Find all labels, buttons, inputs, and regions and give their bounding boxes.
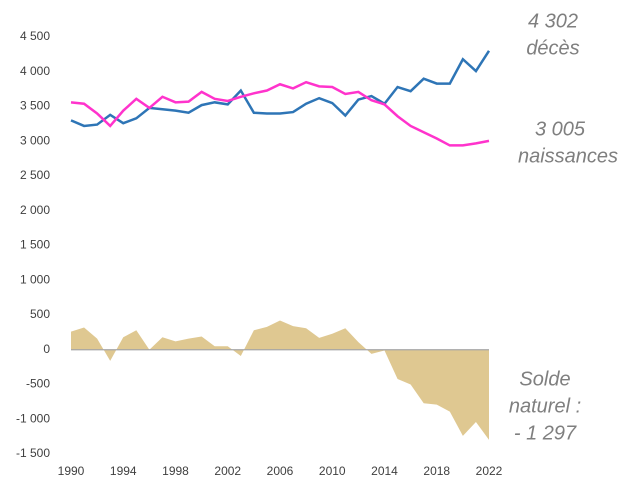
annotation: 3 005 — [535, 118, 586, 140]
y-tick-label: 0 — [43, 342, 50, 356]
line — [70, 50, 491, 128]
x-tick-label: 2010 — [319, 464, 346, 478]
y-tick-label: 1 000 — [20, 272, 50, 286]
x-tick-label: 1994 — [110, 464, 137, 478]
y-tick-label: 3 500 — [20, 99, 50, 113]
line — [70, 80, 490, 147]
x-tick-label: 2022 — [476, 464, 503, 478]
y-tick-label: 500 — [30, 307, 50, 321]
y-tick-label: 4 000 — [20, 64, 50, 78]
y-tick-label: -1 500 — [16, 446, 50, 460]
annotation: décès — [526, 37, 579, 59]
annotation: naissances — [518, 145, 618, 167]
annotation: - 1 297 — [514, 422, 577, 444]
y-tick-label: 2 000 — [20, 203, 50, 217]
annotation: naturel : — [509, 395, 581, 417]
x-tick-label: 2018 — [423, 464, 450, 478]
x-tick-label: 1998 — [162, 464, 189, 478]
y-tick-label: 1 500 — [20, 238, 50, 252]
x-tick-label: 2002 — [214, 464, 241, 478]
y-tick-label: -500 — [26, 377, 50, 391]
x-tick-label: 1990 — [58, 464, 85, 478]
y-tick-label: 2 500 — [20, 168, 50, 182]
y-tick-label: -1 000 — [16, 411, 50, 425]
annotation: 4 302 — [528, 10, 578, 32]
x-tick-label: 2014 — [371, 464, 398, 478]
annotation: Solde — [519, 368, 570, 390]
y-tick-label: 3 000 — [20, 133, 50, 147]
area — [71, 320, 489, 440]
x-tick-label: 2006 — [267, 464, 294, 478]
y-tick-label: 4 500 — [20, 29, 50, 43]
